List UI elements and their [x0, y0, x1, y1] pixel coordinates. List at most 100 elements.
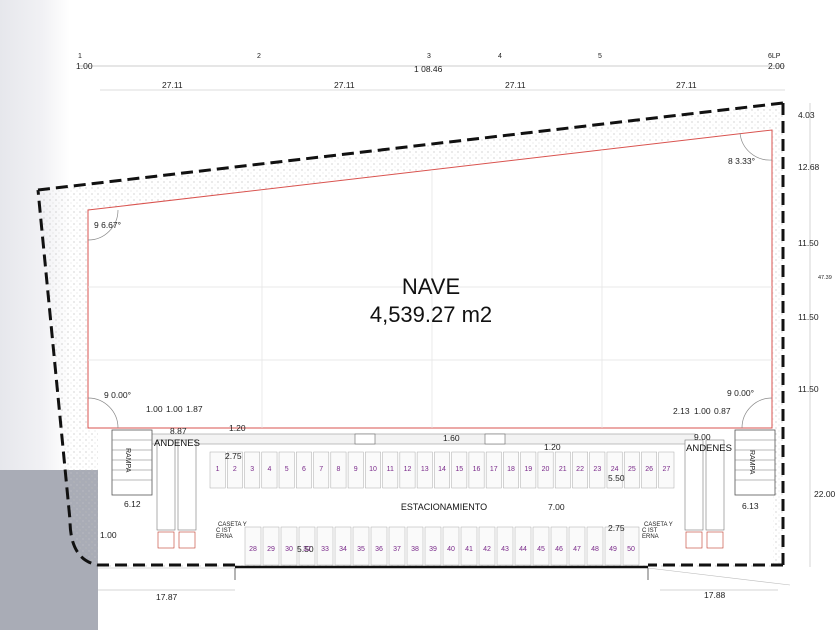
parking-stall-bottom [352, 526, 370, 566]
stall-number-top: 2 [233, 466, 237, 473]
parking-stall-bottom [424, 526, 442, 566]
stall-number-top: 7 [319, 466, 323, 473]
nave-outline [87, 129, 773, 429]
dock-width-r2: 1.00 [694, 406, 711, 416]
stall-number-top: 24 [611, 466, 619, 473]
dim-275b: 2.75 [608, 523, 625, 533]
stall-number-bottom: 48 [591, 546, 599, 553]
stall-number-top: 21 [559, 466, 567, 473]
street-lines [98, 567, 791, 586]
dim-120b: 1.20 [544, 442, 561, 452]
stall-number-top: 20 [542, 466, 550, 473]
parking-stall-top [554, 451, 571, 489]
axis-right-value: 2.00 [768, 61, 785, 71]
parking-stall-top [365, 451, 381, 489]
parking-stall-bottom [586, 526, 604, 566]
angle-bottom-right: 9 0.00° [727, 388, 754, 398]
span-3: 27.11 [505, 80, 526, 90]
parking-stall-top [658, 451, 675, 489]
parking-stall-top [623, 451, 640, 489]
stall-number-top: 9 [354, 466, 358, 473]
stall-number-top: 5 [285, 466, 289, 473]
stall-number-bottom: 42 [483, 546, 491, 553]
parking-stall-top [589, 451, 606, 489]
stall-number-bottom: 44 [519, 546, 527, 553]
parking-stall-bottom [604, 526, 622, 566]
stall-number-top: 25 [628, 466, 636, 473]
rampa-left-label: RAMPA [124, 448, 131, 473]
caseta-left-1: CASETA Y [218, 522, 247, 528]
stall-number-top: 26 [645, 466, 653, 473]
parking-stall-top [468, 451, 485, 489]
parking-stall-top [313, 451, 330, 489]
dim-275a: 2.75 [225, 451, 242, 461]
stall-number-bottom: 32 [303, 546, 311, 553]
parking-stall-top [503, 451, 519, 489]
parking-stall-top [451, 451, 468, 489]
stall-number-top: 27 [662, 466, 670, 473]
stall-number-top: 10 [369, 466, 377, 473]
dim-613: 6.13 [742, 501, 759, 511]
parking-stall-bottom [280, 526, 298, 566]
right-dim-2: 12.68 [798, 162, 820, 172]
caseta-left-3: ERNA [216, 534, 233, 540]
stall-number-bottom: 41 [465, 546, 473, 553]
andenes-right-dim: 9.00 [694, 432, 711, 442]
stall-number-top: 23 [593, 466, 601, 473]
axis-label-5: 5 [598, 53, 602, 60]
axis-label-3: 3 [427, 53, 431, 60]
parking-stall-top [520, 451, 537, 489]
dock-width-l3: 1.87 [186, 404, 203, 414]
stall-number-bottom: 45 [537, 546, 545, 553]
stall-number-bottom: 38 [411, 546, 419, 553]
stall-number-bottom: 30 [285, 546, 293, 553]
span-1: 27.11 [162, 80, 183, 90]
parking-stall-bottom [262, 526, 280, 566]
axis-center-value: 1 08.46 [414, 64, 443, 74]
stall-number-bottom: 40 [447, 546, 455, 553]
dim-120a: 1.20 [229, 423, 246, 433]
stall-number-top: 15 [455, 466, 463, 473]
parking-stall-top [399, 451, 416, 489]
parking-stall-bottom [550, 526, 568, 566]
parking-stall-top [641, 451, 657, 489]
parking-stall-top [244, 451, 261, 489]
parking-stall-bottom [514, 526, 532, 566]
parking-stall-bottom [532, 526, 550, 566]
axis-label-2: 2 [257, 53, 261, 60]
stall-number-bottom: 35 [357, 546, 365, 553]
right-dim-4: 11.50 [798, 312, 819, 322]
andenes-left-label: ANDENES [154, 438, 200, 449]
andenes-left-dim: 8.87 [170, 426, 187, 436]
right-dim-small: 47.39 [818, 275, 832, 281]
stall-number-bottom: 47 [573, 546, 581, 553]
parking-stall-bottom [478, 526, 496, 566]
parking-stalls [209, 451, 675, 566]
nave-area: 4,539.27 m2 [370, 302, 492, 327]
angle-top-left: 9 6.67° [94, 220, 121, 230]
parking-stall-top [347, 451, 364, 489]
stall-number-top: 13 [421, 466, 429, 473]
parking-stall-top [382, 451, 399, 489]
dock-width-l2: 1.00 [166, 404, 183, 414]
dim-100: 1.00 [100, 530, 117, 540]
right-dim-1: 4.03 [798, 110, 815, 120]
stall-number-top: 16 [473, 466, 481, 473]
dim-550: 5.50 [608, 473, 625, 483]
dock-width-r3: 0.87 [714, 406, 731, 416]
estacionamiento-label: ESTACIONAMIENTO [401, 502, 487, 512]
stall-number-top: 3 [250, 466, 254, 473]
rampa-right-label: RAMPA [748, 450, 755, 475]
stall-number-bottom: 50 [627, 546, 635, 553]
corner-arcs [87, 132, 773, 429]
stall-number-top: 17 [490, 466, 498, 473]
truck-bays-left [156, 439, 197, 549]
parking-stall-top [434, 451, 450, 489]
stall-number-top: 18 [507, 466, 515, 473]
parking-stall-top [330, 451, 347, 489]
caseta-right-2: C IST [642, 528, 658, 534]
parking-stall-top [209, 451, 226, 489]
dock-door-1 [354, 433, 376, 445]
ramp-right [734, 429, 776, 496]
